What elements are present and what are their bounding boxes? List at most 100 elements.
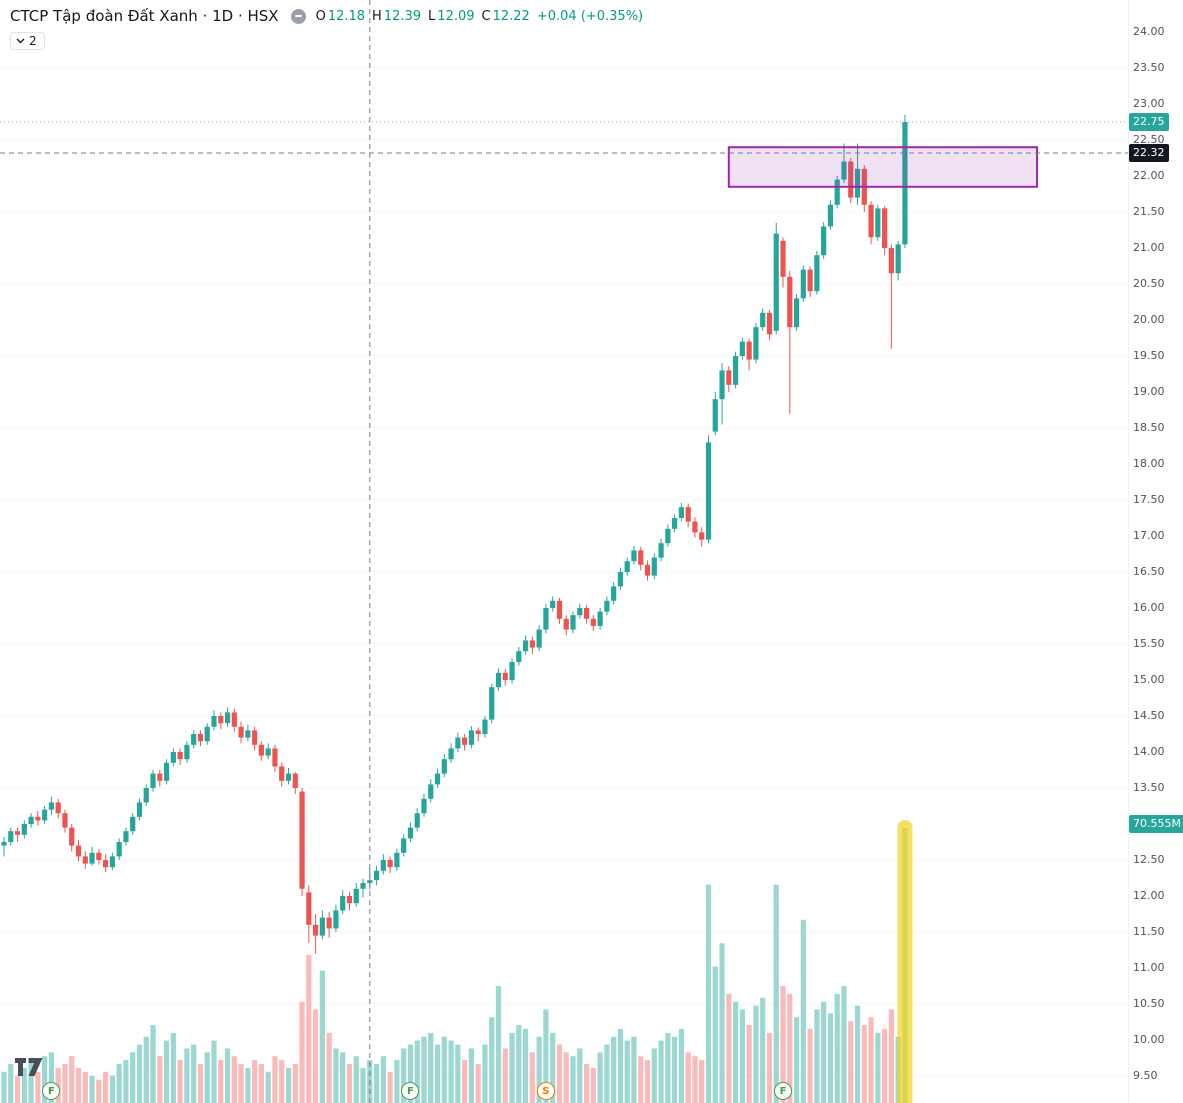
candle-body (238, 726, 244, 738)
timeline-marker-f[interactable]: F (774, 1082, 792, 1100)
candle-body (313, 924, 319, 936)
candle-body (380, 860, 386, 871)
candle-body (387, 860, 393, 868)
timeline-marker-s[interactable]: S (536, 1082, 555, 1100)
volume-bar (272, 1056, 278, 1103)
volume-bar (197, 1064, 204, 1103)
volume-bar (841, 986, 847, 1103)
legend-collapse-button[interactable]: 2 (10, 32, 45, 50)
symbol-status-icon[interactable] (290, 8, 306, 24)
candle-body (631, 550, 637, 562)
candle-body (150, 773, 156, 788)
candle-body (732, 356, 739, 385)
candle-body (692, 521, 698, 533)
price-axis-label: 21.00 (1133, 241, 1165, 254)
candle-body (340, 896, 346, 911)
timeline-marker-f[interactable]: F (42, 1082, 61, 1100)
price-axis-label: 9.50 (1133, 1069, 1158, 1082)
candle-body (333, 910, 339, 929)
candle-body (882, 208, 888, 248)
volume-bar (509, 1032, 515, 1103)
volume-bar (563, 1052, 569, 1103)
candle-body (590, 618, 596, 626)
volume-bar (678, 1028, 684, 1103)
volume-bar (170, 1032, 176, 1103)
candle-body (346, 896, 353, 904)
candle-body (895, 244, 901, 274)
volume-bar (726, 993, 732, 1103)
candle-body (14, 831, 21, 835)
candle-body (279, 766, 285, 781)
price-axis[interactable]: 24.00 23.50 23.00 22.50 22.00 21.50 21.00 20.50… (1128, 0, 1183, 1103)
volume-bar (590, 1067, 596, 1103)
legend: CTCP Tập đoàn Đất Xanh · 1D · HSX O 12.1… (10, 7, 643, 50)
volume-bar (123, 1060, 129, 1103)
candle-body (753, 327, 759, 360)
volume-bar (543, 1009, 549, 1103)
candle-body (509, 662, 515, 680)
volume-bar (848, 1021, 854, 1103)
candle-body (739, 341, 745, 356)
price-axis-label: 17.50 (1133, 493, 1165, 506)
volume-bar (705, 884, 712, 1103)
volume-bar (807, 1028, 813, 1103)
rectangle-drawing[interactable] (727, 146, 1039, 188)
candle-body (563, 618, 569, 630)
candle-body (197, 734, 204, 742)
price-axis-label: 15.00 (1133, 673, 1165, 686)
volume-bar (313, 1009, 319, 1103)
candle-body (902, 122, 908, 245)
price-axis-label: 18.00 (1133, 457, 1165, 470)
ohlc-low-label: L (428, 8, 436, 24)
candle-body (373, 870, 380, 881)
candle-body (170, 752, 176, 763)
volume-bar (644, 1060, 651, 1103)
volume-bar (821, 1001, 827, 1103)
candle-body (299, 791, 305, 889)
volume-bar (191, 1044, 197, 1103)
legend-collapse-count: 2 (29, 34, 37, 48)
volume-bar (48, 1052, 55, 1103)
candle-body (834, 179, 840, 205)
candle-body (218, 716, 224, 724)
price-axis-label: 11.50 (1133, 925, 1165, 938)
volume-bar (516, 1025, 522, 1103)
candle-body (130, 816, 136, 832)
volume-bar (712, 966, 718, 1103)
candle-body (787, 276, 793, 328)
volume-bar (69, 1056, 75, 1103)
candle-body (570, 615, 576, 630)
timeline-marker-f[interactable]: F (401, 1082, 420, 1100)
candle-body (516, 651, 522, 662)
volume-bar (245, 1067, 251, 1103)
candle-body (55, 802, 61, 814)
candle-body (699, 532, 705, 540)
volume-bar (834, 993, 840, 1103)
candle-body (367, 880, 373, 884)
volume-bar (611, 1036, 617, 1103)
candle-body (353, 888, 359, 904)
candle-body (617, 572, 624, 587)
tradingview-logo[interactable] (15, 1058, 45, 1082)
candle-body (827, 204, 834, 227)
candle-body (604, 600, 610, 612)
candle-body (705, 442, 712, 540)
volume-bar (448, 1040, 454, 1103)
volume-bar (62, 1064, 68, 1103)
candle-body (611, 586, 617, 601)
volume-bar (699, 1060, 705, 1103)
price-axis-label: 21.50 (1133, 205, 1165, 218)
candle-body (495, 672, 502, 688)
symbol-title[interactable]: CTCP Tập đoàn Đất Xanh · 1D · HSX (10, 7, 279, 25)
price-axis-label: 10.00 (1133, 1033, 1165, 1046)
candle-body (326, 917, 332, 929)
candle-body (455, 737, 461, 749)
volume-bar (333, 1048, 339, 1103)
volume-bar (28, 1060, 34, 1103)
candle-body (536, 629, 542, 648)
candle-body (177, 752, 183, 760)
volume-bar (428, 1032, 434, 1103)
candle-body (665, 528, 671, 544)
volume-bar (387, 1071, 393, 1103)
